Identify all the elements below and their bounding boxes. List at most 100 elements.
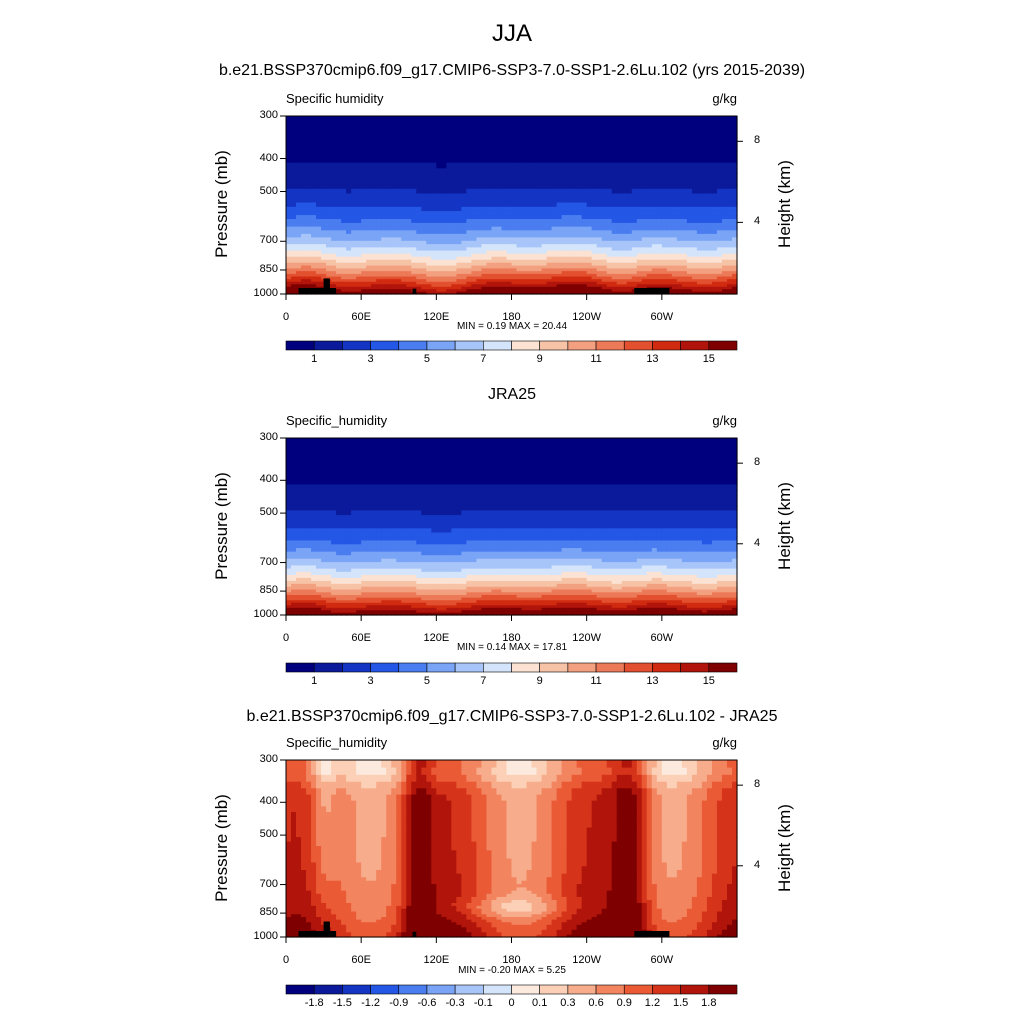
heatmap-cell xyxy=(586,162,593,169)
heatmap-cell xyxy=(626,276,633,280)
heatmap-cell xyxy=(416,237,422,242)
heatmap-cell xyxy=(326,222,332,228)
heatmap-cell xyxy=(396,289,402,293)
heatmap-cell xyxy=(501,247,508,252)
heatmap-cell xyxy=(396,532,402,538)
heatmap-cell xyxy=(486,226,493,231)
heatmap-cell xyxy=(631,222,638,228)
heatmap-cell xyxy=(351,438,357,447)
heatmap-cell xyxy=(346,466,352,474)
heatmap-cell xyxy=(616,202,623,208)
heatmap-cell xyxy=(636,230,643,235)
heatmap-cell xyxy=(541,156,548,164)
heatmap-cell xyxy=(531,183,538,190)
heatmap-cell xyxy=(301,279,307,283)
heatmap-cell xyxy=(366,247,372,252)
heatmap-cell xyxy=(706,276,713,280)
heatmap-cell xyxy=(716,262,723,267)
heatmap-cell xyxy=(316,472,322,480)
heatmap-cell xyxy=(726,240,733,245)
heatmap-cell xyxy=(421,193,427,199)
heatmap-cell xyxy=(511,183,518,190)
heatmap-cell xyxy=(626,188,633,195)
heatmap-cell xyxy=(591,188,598,195)
heatmap-cell xyxy=(301,612,307,616)
heatmap-cell xyxy=(426,284,432,288)
heatmap-cell xyxy=(706,281,713,285)
heatmap-cell xyxy=(631,116,638,125)
heatmap-cell xyxy=(726,150,733,158)
heatmap-cell xyxy=(566,259,573,264)
heatmap-cell xyxy=(481,289,488,293)
heatmap-cell xyxy=(546,240,553,245)
heatmap-cell xyxy=(576,188,583,195)
heatmap-cell xyxy=(421,240,427,245)
heatmap-cell xyxy=(336,519,342,525)
heatmap-cell xyxy=(581,178,588,185)
heatmap-cell xyxy=(531,240,538,245)
heatmap-cell xyxy=(486,144,493,152)
heatmap-cell xyxy=(551,162,558,169)
heatmap-cell xyxy=(361,178,367,185)
heatmap-cell xyxy=(371,247,377,252)
heatmap-cell xyxy=(336,466,342,474)
heatmap-cell xyxy=(441,202,447,208)
heatmap-cell xyxy=(456,291,462,295)
heatmap-cell xyxy=(291,271,297,275)
heatmap-cell xyxy=(526,244,533,248)
heatmap-cell xyxy=(501,256,508,261)
heatmap-cell xyxy=(391,198,397,204)
heatmap-cell xyxy=(541,162,548,169)
heatmap-cell xyxy=(311,262,317,267)
heatmap-cell xyxy=(486,281,493,285)
heatmap-cell xyxy=(681,137,688,146)
heatmap-cell xyxy=(531,250,538,255)
heatmap-cell xyxy=(666,198,673,204)
heatmap-cell xyxy=(371,478,377,486)
heatmap-cell xyxy=(441,123,447,132)
heatmap-cell xyxy=(286,562,292,566)
heatmap-cell xyxy=(371,259,377,264)
heatmap-cell xyxy=(361,198,367,204)
heatmap-cell xyxy=(311,592,317,596)
heatmap-cell xyxy=(461,240,467,245)
heatmap-cell xyxy=(291,515,297,521)
heatmap-cell xyxy=(346,532,352,538)
heatmap-cell xyxy=(286,271,292,275)
heatmap-cell xyxy=(716,276,723,280)
heatmap-cell xyxy=(551,253,558,258)
heatmap-cell xyxy=(591,162,598,169)
heatmap-cell xyxy=(661,198,668,204)
heatmap-cell xyxy=(691,247,698,252)
heatmap-cell xyxy=(581,193,588,199)
heatmap-cell xyxy=(621,268,628,272)
heatmap-cell xyxy=(631,240,638,245)
heatmap-cell xyxy=(471,222,478,228)
heatmap-cell xyxy=(341,222,347,228)
heatmap-cell xyxy=(601,262,608,267)
colorbar-box xyxy=(454,340,484,351)
heatmap-cell xyxy=(511,202,518,208)
heatmap-cell xyxy=(386,500,392,507)
heatmap-cell xyxy=(731,273,738,278)
heatmap-cell xyxy=(351,505,357,511)
heatmap-cell xyxy=(336,237,342,242)
heatmap-cell xyxy=(551,240,558,245)
heatmap-cell xyxy=(696,276,703,280)
heatmap-cell xyxy=(446,286,452,290)
heatmap-cell xyxy=(296,284,302,288)
heatmap-cell xyxy=(546,253,553,258)
heatmap-cell xyxy=(456,193,462,199)
heatmap-cell xyxy=(551,271,558,275)
heatmap-cell xyxy=(391,568,397,573)
heatmap-cell xyxy=(646,211,653,216)
heatmap-cell xyxy=(651,123,658,132)
heatmap-cell xyxy=(301,519,307,525)
heatmap-cell xyxy=(566,276,573,280)
heatmap-cell xyxy=(596,156,603,164)
heatmap-cell xyxy=(446,162,452,169)
heatmap-cell xyxy=(496,259,503,264)
heatmap-cell xyxy=(501,116,508,125)
heatmap-cell xyxy=(381,286,387,290)
heatmap-cell xyxy=(446,178,452,185)
